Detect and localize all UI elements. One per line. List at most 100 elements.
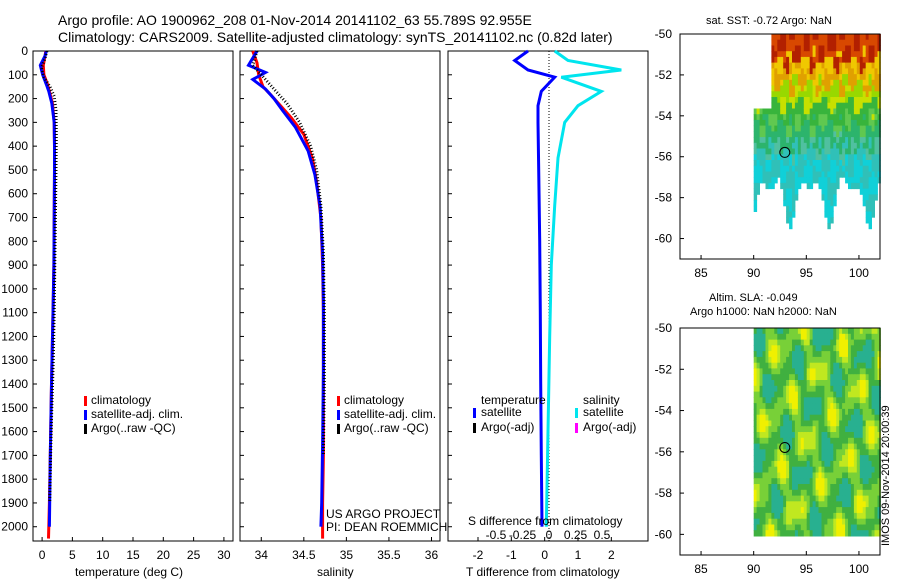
map-cell — [845, 177, 849, 184]
map-cell — [753, 194, 758, 201]
map-cell — [780, 148, 784, 155]
map-cell — [818, 495, 822, 502]
map-cell — [806, 460, 811, 468]
map-cell — [786, 91, 790, 98]
map-cell — [821, 34, 825, 41]
map-cell — [783, 339, 787, 346]
map-cell — [868, 182, 872, 190]
map-cell — [815, 339, 819, 346]
map-cell — [848, 530, 852, 537]
map-cell — [818, 102, 822, 109]
map-cell — [753, 125, 758, 132]
map-cell — [856, 524, 861, 531]
map-cell — [797, 328, 802, 335]
temperature-x-ticks: 0 5 10 15 20 25 30 — [39, 537, 231, 562]
map-cell — [833, 426, 837, 433]
map-cell — [812, 437, 816, 445]
map-cell — [839, 148, 843, 155]
map-cell — [759, 142, 763, 149]
map-cell — [862, 414, 867, 421]
map-cell — [771, 484, 775, 491]
map-cell — [830, 74, 834, 81]
map-cell — [780, 362, 784, 369]
map-cell — [753, 478, 758, 485]
map-cell — [783, 102, 787, 109]
legend-title-salinity: salinity — [583, 393, 620, 407]
map-cell — [756, 368, 760, 375]
map-cell — [874, 512, 878, 520]
map-cell — [833, 339, 837, 346]
map-cell — [818, 518, 822, 525]
map-cell — [836, 137, 840, 144]
map-cell — [809, 507, 814, 514]
map-cell — [877, 408, 881, 416]
map-cell — [818, 507, 822, 514]
map-cell — [794, 51, 799, 58]
map-cell — [786, 420, 790, 427]
map-cell — [874, 62, 878, 69]
map-cell — [809, 148, 814, 155]
map-cell — [871, 79, 875, 86]
map-cell — [771, 56, 775, 64]
map-cell — [868, 351, 872, 358]
map-cell — [850, 339, 855, 346]
map-cell — [800, 449, 805, 456]
map-cell — [774, 362, 778, 369]
legend-swatch-climatology — [337, 396, 340, 406]
map-cell — [865, 414, 870, 421]
map-cell — [789, 356, 793, 364]
map-cell — [762, 160, 766, 167]
map-cell — [859, 391, 864, 398]
map-cell — [753, 351, 758, 358]
map-cell — [759, 449, 763, 456]
map-cell — [865, 217, 870, 224]
map-cell — [848, 460, 852, 468]
map-cell — [771, 530, 775, 537]
map-cell — [812, 91, 816, 98]
map-cell — [792, 333, 796, 341]
map-cell — [830, 414, 834, 421]
map-cell — [809, 165, 814, 172]
map-cell — [812, 45, 816, 52]
map-cell — [850, 85, 855, 92]
map-cell — [874, 420, 878, 427]
map-cell — [756, 362, 760, 369]
map-cell — [862, 194, 867, 201]
map-cell — [862, 200, 867, 207]
map-cell — [806, 171, 811, 178]
map-cell — [859, 177, 864, 184]
map-cell — [771, 501, 775, 508]
map-cell — [780, 131, 784, 138]
map-cell — [809, 530, 814, 537]
map-cell — [853, 403, 858, 410]
map-cell — [877, 333, 881, 341]
map-cell — [862, 177, 867, 184]
map-cell — [794, 74, 799, 81]
map-cell — [842, 125, 846, 132]
map-cell — [848, 518, 852, 525]
map-cell — [868, 194, 872, 201]
map-cell — [850, 142, 855, 149]
altimetry-map-title-line2: Argo h1000: NaN h2000: NaN — [690, 306, 837, 318]
map-cell — [800, 501, 805, 508]
map-cell — [753, 148, 758, 155]
map-cell — [771, 414, 775, 421]
map-cell — [759, 501, 763, 508]
map-cell — [756, 328, 760, 335]
map-cell — [774, 339, 778, 346]
map-cell — [771, 397, 775, 404]
map-cell — [774, 62, 778, 69]
map-cell — [877, 403, 881, 410]
map-cell — [871, 507, 875, 514]
map-cell — [877, 137, 881, 144]
map-cell — [833, 45, 837, 52]
map-cell — [850, 437, 855, 445]
map-cell — [812, 449, 816, 456]
map-cell — [774, 51, 778, 58]
map-cell — [871, 472, 875, 479]
map-cell — [803, 131, 808, 138]
map-cell — [765, 131, 769, 138]
map-cell — [836, 97, 840, 104]
map-cell — [871, 362, 875, 369]
map-cell — [862, 478, 867, 485]
